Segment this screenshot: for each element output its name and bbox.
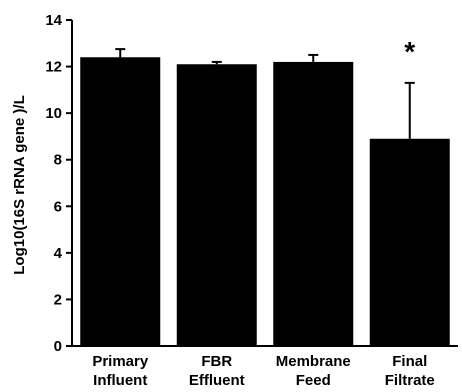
bar [369,138,450,346]
y-axis-title-group: Log10(16S rRNA gene )/L [11,95,28,274]
annotations-layer: * [404,36,415,67]
x-category-label: FBR Effluent [189,353,245,389]
y-tick-label: 14 [45,12,62,29]
bar [80,57,161,346]
y-tick-label: 12 [45,59,62,76]
x-category-label-line: Final [392,353,427,370]
x-category-label-line: Feed [296,372,331,389]
x-category-label: Membrane Feed [276,353,351,389]
y-tick-label: 0 [54,338,62,355]
x-labels-layer: Primary Influent FBR Effluent Membrane Feed Fi… [92,353,434,389]
y-axis-title: Log10(16S rRNA gene )/L [11,95,28,274]
x-category-label-line: Influent [93,372,147,389]
x-category-label-line: Primary [92,353,149,370]
y-ticks-layer: 0 2 4 6 8 10 12 14 [45,12,72,355]
y-tick-label: 4 [54,245,63,262]
x-category-label-line: Filtrate [385,372,435,389]
y-tick-label: 8 [54,152,62,169]
y-tick-label: 2 [54,291,62,308]
bar [273,61,354,347]
x-category-label-line: Effluent [189,372,245,389]
x-category-label-line: Membrane [276,353,351,370]
y-tick-label: 6 [54,198,62,215]
y-tick-label: 10 [45,105,62,122]
bars-layer [80,48,450,347]
axes-layer [71,20,458,347]
x-category-label: Primary Influent [92,353,149,389]
significance-marker: * [404,36,415,67]
x-category-label-line: FBR [201,353,232,370]
x-category-label: Final Filtrate [385,353,435,389]
bar [176,64,257,346]
